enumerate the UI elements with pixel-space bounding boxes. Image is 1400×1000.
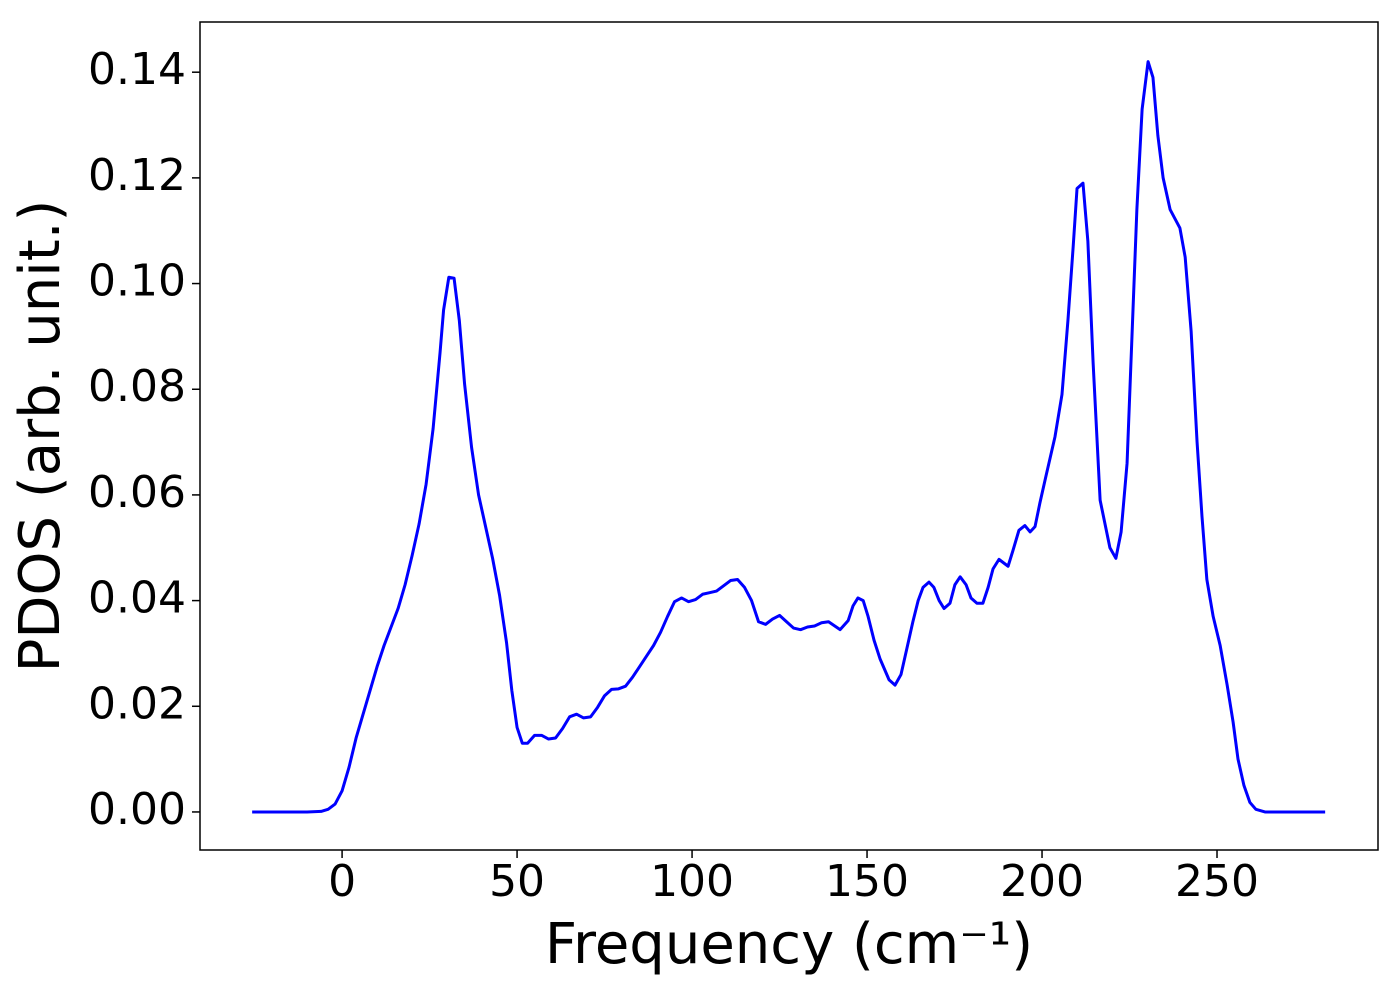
- y-tick-label: 0.02: [88, 678, 186, 729]
- y-tick-label: 0.08: [88, 361, 186, 412]
- x-tick-label: 250: [1175, 856, 1259, 907]
- y-axis-label: PDOS (arb. unit.): [8, 200, 73, 673]
- x-tick-label: 50: [489, 856, 545, 907]
- x-tick-label: 0: [328, 856, 356, 907]
- y-tick-label: 0.04: [88, 573, 186, 624]
- y-tick-label: 0.00: [88, 784, 186, 835]
- y-tick-label: 0.12: [88, 150, 186, 201]
- y-tick-label: 0.06: [88, 467, 186, 518]
- plot-frame: [199, 21, 1379, 851]
- x-tick-label: 200: [1000, 856, 1084, 907]
- x-axis-label: Frequency (cm⁻¹): [545, 912, 1033, 977]
- y-tick-label: 0.10: [88, 256, 186, 307]
- x-tick-label: 100: [650, 856, 734, 907]
- y-tick-label: 0.14: [88, 44, 186, 95]
- x-tick-label: 150: [825, 856, 909, 907]
- line-series: [252, 60, 1326, 814]
